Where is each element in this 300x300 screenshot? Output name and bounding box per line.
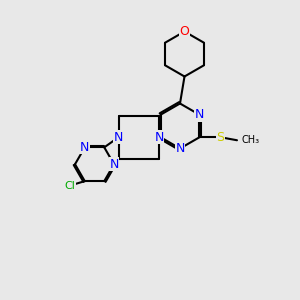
Text: Cl: Cl [64, 181, 75, 190]
Text: N: N [175, 142, 185, 155]
Text: S: S [217, 131, 224, 144]
Text: O: O [180, 25, 189, 38]
Text: CH₃: CH₃ [242, 135, 260, 145]
Text: N: N [154, 131, 164, 144]
Text: N: N [195, 108, 204, 121]
Text: N: N [80, 141, 89, 154]
Text: N: N [109, 158, 119, 171]
Text: N: N [114, 131, 123, 144]
